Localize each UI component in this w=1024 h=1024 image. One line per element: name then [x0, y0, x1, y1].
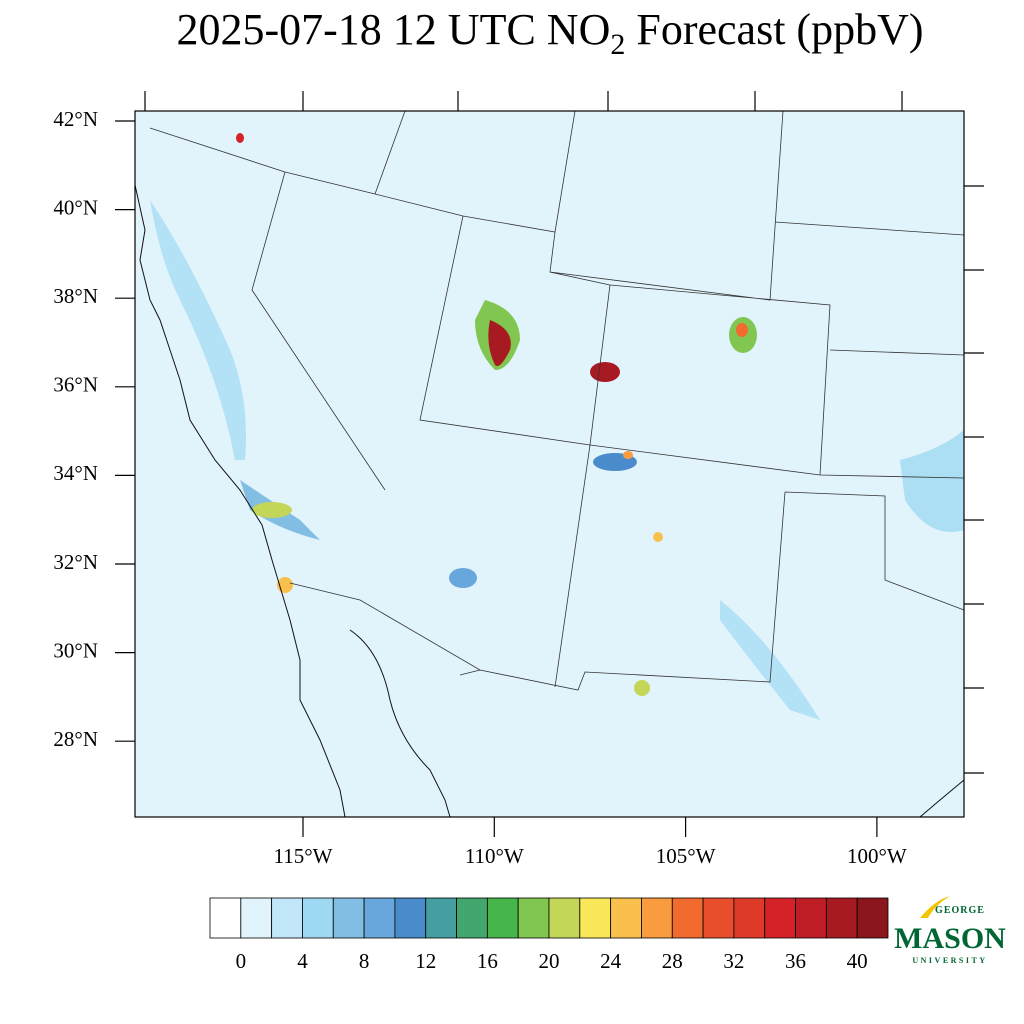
lat-label: 36°N [53, 373, 98, 397]
colorbar-label: 24 [600, 949, 622, 973]
colorbar-box [486, 897, 519, 939]
colorbar-box [702, 897, 735, 939]
state-borders [149, 110, 965, 691]
lat-label: 30°N [53, 638, 98, 662]
colorbar-box [641, 897, 673, 939]
lat-labels: 42°N 40°N 38°N 36°N 34°N 32°N 30°N 28°N [53, 107, 135, 751]
map-frame [134, 110, 965, 818]
title-rest: Forecast (ppbV) [625, 5, 923, 54]
colorbar-box [517, 897, 550, 939]
lat-label: 32°N [53, 550, 98, 574]
lat-label: 38°N [53, 284, 98, 308]
colorbar-label: 20 [539, 949, 560, 973]
colorbar-label: 16 [477, 949, 498, 973]
colorbar-label: 4 [297, 949, 308, 973]
colorbar-box [394, 897, 427, 939]
lon-label: 100°W [847, 844, 907, 868]
lat-label: 40°N [53, 195, 98, 219]
colorbar-label: 28 [662, 949, 683, 973]
map: 42°N40°N38°N36°N34°N32°N30°N28°N 115°W 11… [53, 91, 984, 868]
colorbar-box [425, 897, 457, 939]
colorbar-label: 8 [359, 949, 370, 973]
title-main: 2025-07-18 12 UTC NO [177, 5, 611, 54]
logo-bottom: UNIVERSITY [912, 956, 987, 965]
colorbar-box [332, 897, 365, 939]
logo-top: GEORGE [935, 905, 985, 916]
logo-main: MASON [894, 922, 1006, 955]
colorbar-box [856, 897, 889, 939]
colorbar-box [302, 897, 334, 939]
lon-label: 105°W [656, 844, 716, 868]
colorbar-label: 0 [236, 949, 247, 973]
colorbar-box [240, 897, 273, 939]
colorbar-box [579, 897, 612, 939]
map-background [135, 111, 964, 817]
colorbar: 0 4 8 12 16 20 24 28 32 36 40 [209, 897, 889, 973]
hotspots [150, 133, 964, 720]
lat-label: 42°N [53, 107, 98, 131]
colorbar-label: 12 [415, 949, 436, 973]
colorbar-box [209, 897, 242, 939]
colorbar-box [795, 897, 827, 939]
lon-label: 115°W [274, 844, 333, 868]
title-sub: 2 [610, 28, 625, 61]
colorbar-box [825, 897, 858, 939]
frame-ticks [144, 91, 984, 774]
colorbar-box [764, 897, 796, 939]
colorbar-box [363, 897, 396, 939]
colorbar-label: 40 [847, 949, 868, 973]
colorbar-box [671, 897, 704, 939]
colorbar-box [733, 897, 766, 939]
colorbar-label: 36 [785, 949, 806, 973]
title: 2025-07-18 12 UTC NO2 Forecast (ppbV) [177, 5, 924, 61]
coastline [134, 184, 965, 818]
lat-label: 28°N [53, 727, 98, 751]
colorbar-label: 32 [723, 949, 744, 973]
colorbar-box [610, 897, 642, 939]
colorbar-box [456, 897, 488, 939]
colorbar-box [271, 897, 303, 939]
lon-label: 110°W [465, 844, 524, 868]
lat-label: 34°N [53, 461, 98, 485]
logo: GEORGE MASON UNIVERSITY [894, 896, 1006, 965]
lon-labels: 115°W 110°W 105°W 100°W [274, 817, 907, 868]
colorbar-box [548, 897, 581, 939]
